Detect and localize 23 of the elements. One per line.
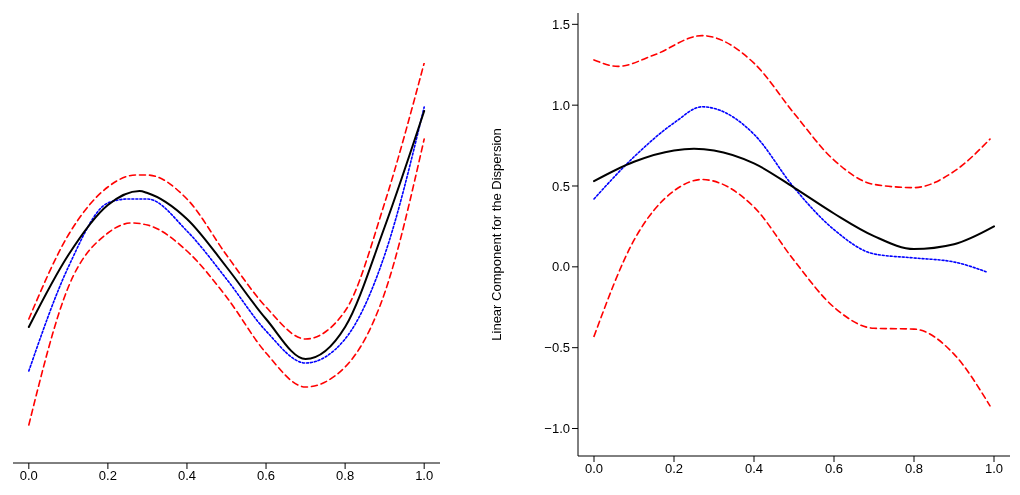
- x-tick-label: 0.0: [19, 468, 38, 484]
- x-tick-label: 0.8: [336, 468, 355, 484]
- y-axis-title: Linear Component for the Dispersion: [488, 128, 504, 341]
- y-tick-label: 1.5: [551, 16, 570, 32]
- y-tick-label: −0.5: [544, 340, 570, 356]
- y-tick-label: 1.0: [551, 97, 570, 113]
- y-tick-label: 0.0: [551, 259, 570, 275]
- line-series: [593, 147, 995, 251]
- x-tick-label: 0.4: [177, 468, 196, 484]
- x-tick-label: 1.0: [415, 468, 434, 484]
- line-series: [593, 34, 991, 189]
- line-series: [593, 105, 987, 273]
- y-tick-label: 0.5: [551, 178, 570, 194]
- x-tick-label: 0.2: [98, 468, 117, 484]
- x-tick-label: 0.0: [584, 461, 604, 477]
- line-series: [593, 178, 991, 407]
- x-tick-label: 0.4: [744, 461, 764, 477]
- x-tick-label: 0.6: [257, 468, 276, 484]
- x-tick-label: 0.8: [904, 461, 924, 477]
- x-tick-label: 0.6: [824, 461, 844, 477]
- y-tick-label: −1.0: [544, 421, 570, 437]
- x-tick-label: 1.0: [984, 461, 1004, 477]
- x-tick-label: 0.2: [664, 461, 684, 477]
